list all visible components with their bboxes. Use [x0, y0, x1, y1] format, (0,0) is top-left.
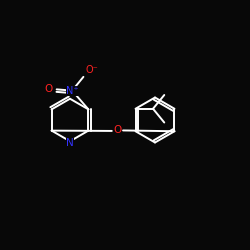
- Text: O: O: [45, 84, 53, 94]
- Text: N⁺: N⁺: [66, 86, 78, 96]
- Text: O⁻: O⁻: [86, 65, 98, 75]
- Text: N: N: [66, 138, 74, 147]
- Text: O: O: [114, 125, 122, 135]
